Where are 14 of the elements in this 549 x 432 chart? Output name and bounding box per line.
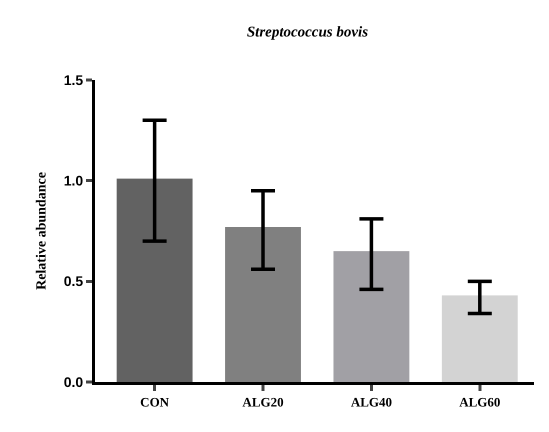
x-tick-label: ALG20 xyxy=(242,394,284,410)
x-tick-label: CON xyxy=(140,394,170,410)
bar xyxy=(442,295,518,382)
x-tick-label: ALG40 xyxy=(350,394,392,410)
bar xyxy=(333,251,410,382)
bar xyxy=(116,178,193,382)
y-axis-title: Relative abundance xyxy=(34,172,50,290)
y-tick-label: 0.0 xyxy=(64,374,84,390)
y-tick-label: 1.5 xyxy=(64,72,84,88)
chart-title: Streptococcus bovis xyxy=(246,24,368,40)
y-tick-label: 0.5 xyxy=(64,273,84,290)
bar xyxy=(225,226,301,382)
x-tick-label: ALG60 xyxy=(459,394,500,410)
y-tick-label: 1.0 xyxy=(64,172,84,189)
